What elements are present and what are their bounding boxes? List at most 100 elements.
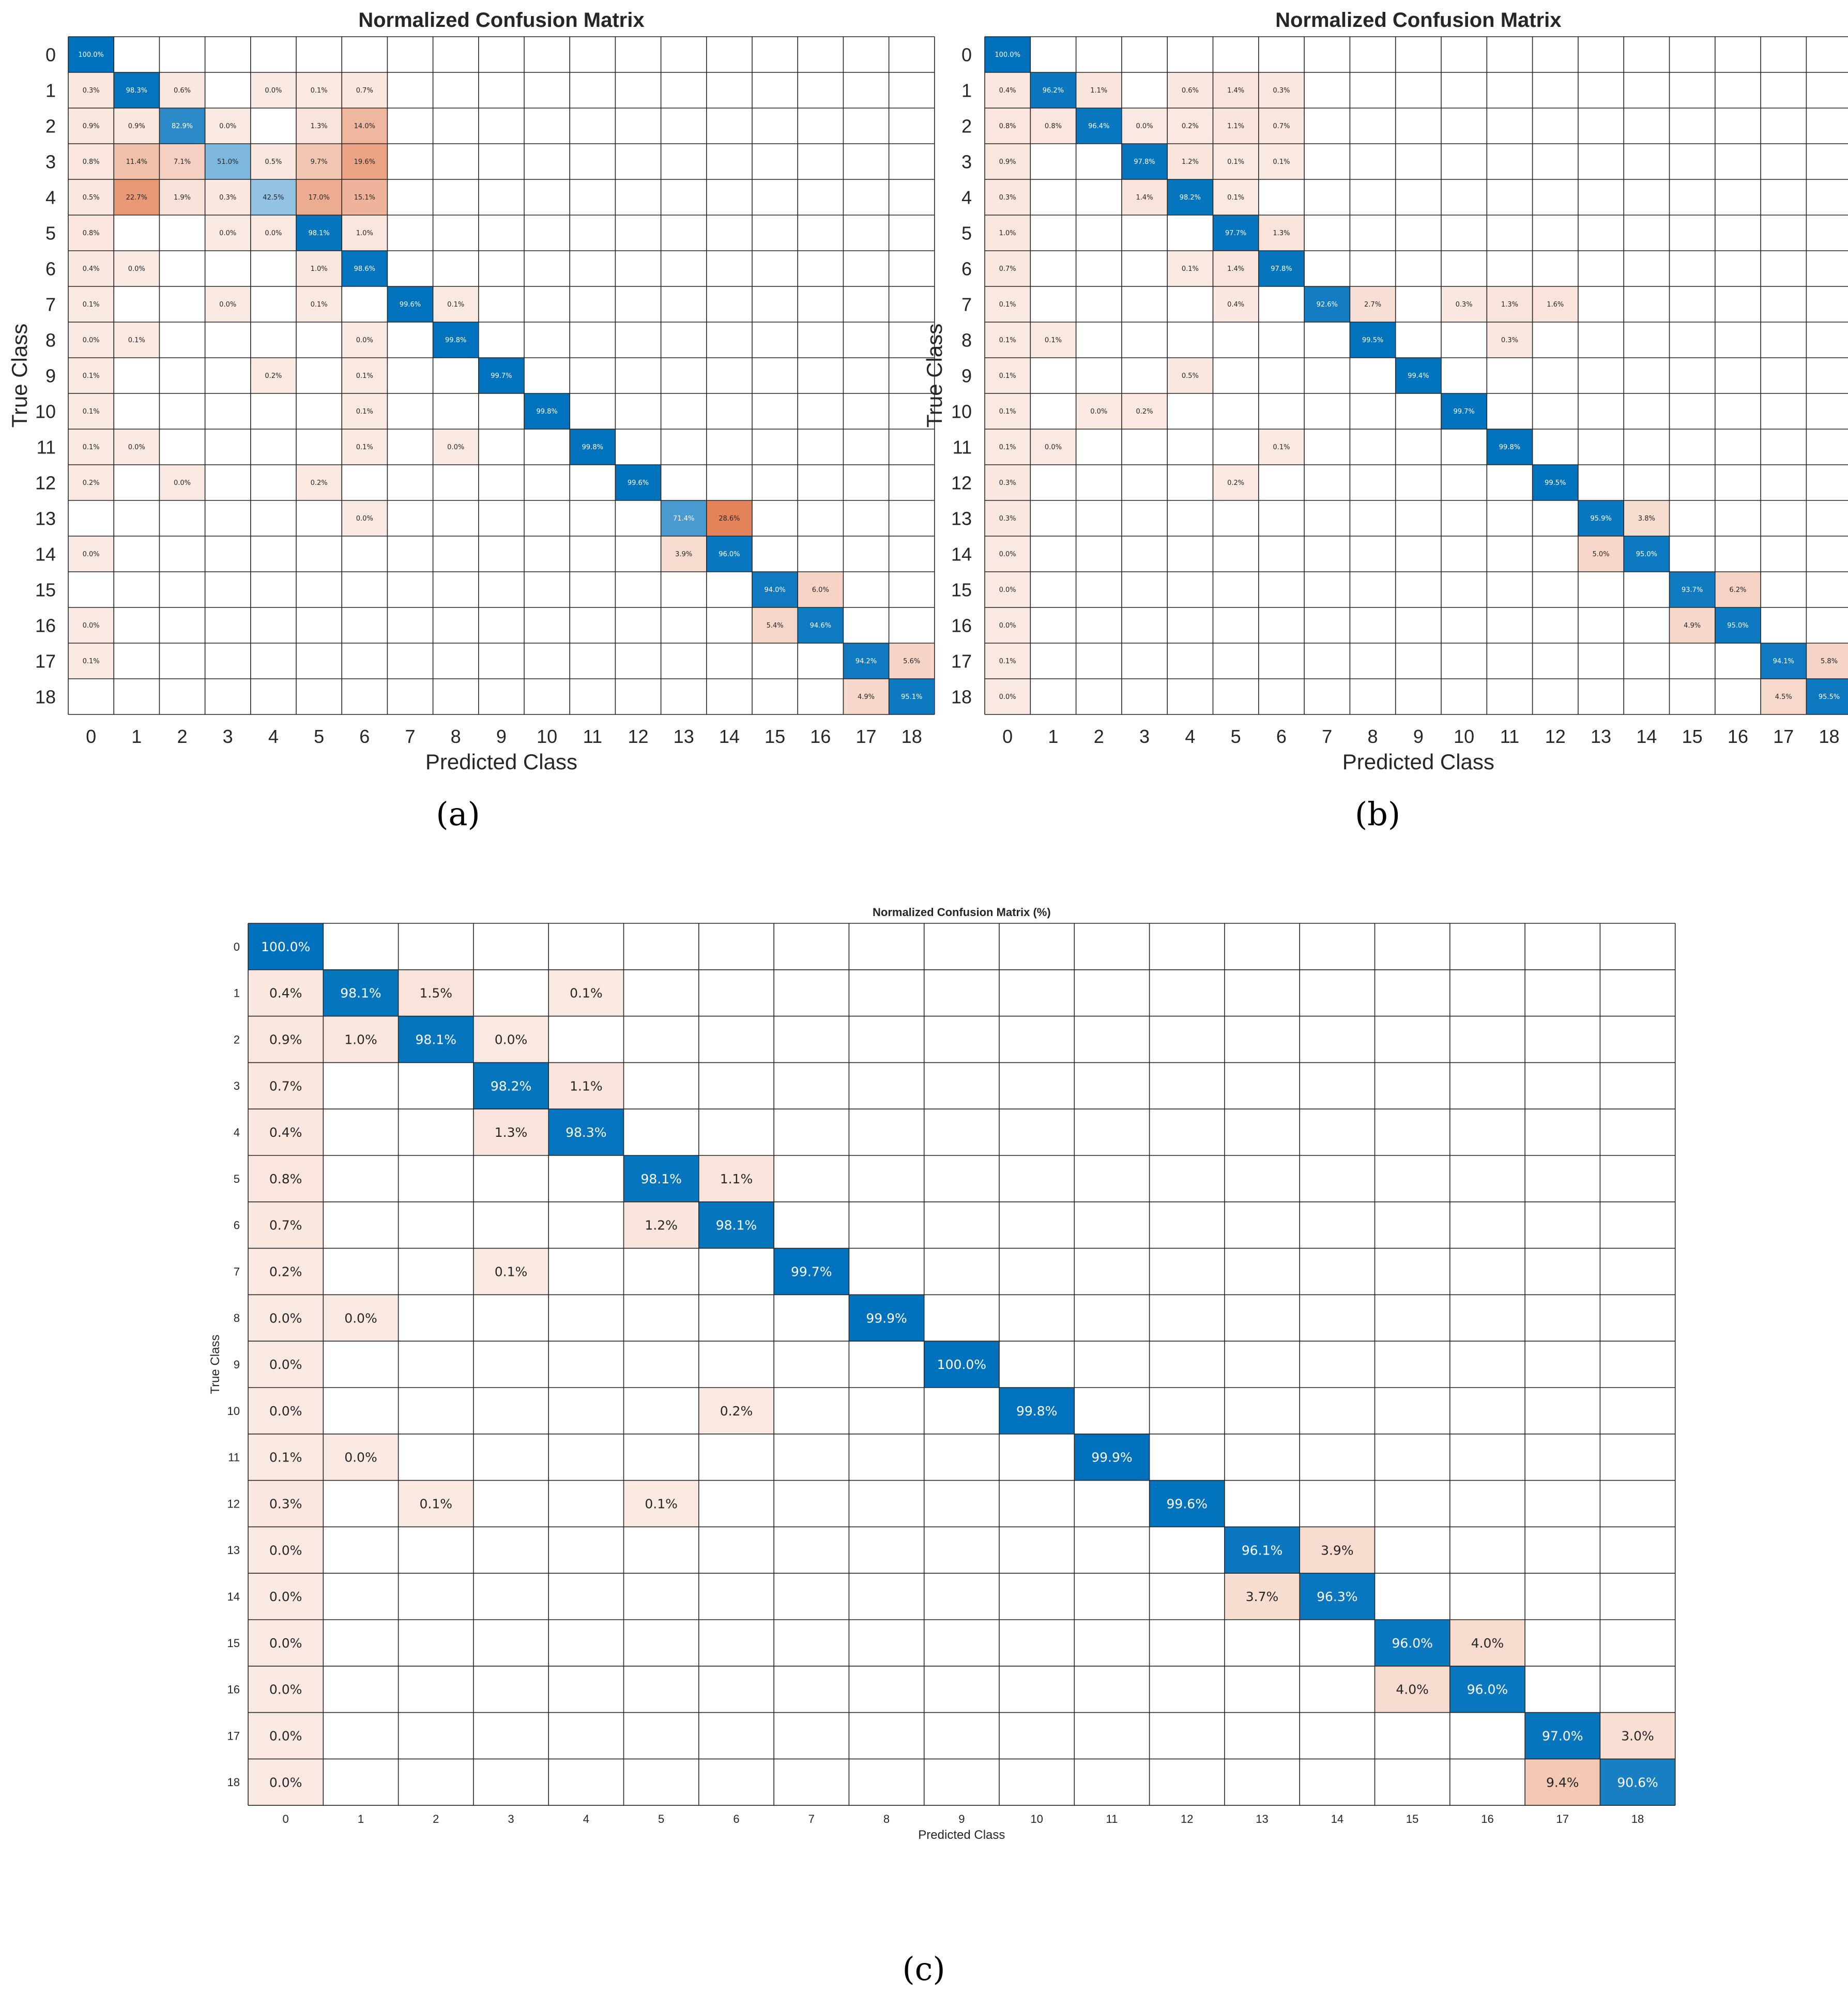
- cell-value-label: 0.1%: [1227, 194, 1244, 202]
- matrix-cell-14-14: [706, 536, 752, 572]
- y-tick-label: 3: [45, 151, 56, 172]
- cell-value-label: 0.3%: [1501, 337, 1518, 344]
- matrix-cell-11-0: [985, 429, 1031, 465]
- x-tick-label: 1: [1048, 726, 1058, 747]
- cell-value-label: 4.0%: [1471, 1636, 1504, 1651]
- matrix-cell-5-0: [248, 1155, 324, 1202]
- matrix-cell-13-14: [1300, 1527, 1375, 1574]
- x-tick-label: 7: [808, 1813, 815, 1825]
- y-tick-label: 11: [37, 436, 56, 458]
- y-tick-label: 2: [961, 115, 972, 136]
- tick-labels: 0011223344556677889910101111121213131414…: [951, 44, 1840, 747]
- matrix-cell-13-14: [706, 500, 752, 536]
- cell-value-label: 0.1%: [447, 301, 464, 309]
- cell-value-label: 14.0%: [354, 123, 375, 130]
- cell-value-label: 3.9%: [1321, 1543, 1354, 1558]
- matrix-cell-8-1: [1030, 322, 1076, 358]
- cell-value-label: 0.9%: [269, 1032, 302, 1047]
- matrix-cell-6-4: [1167, 251, 1213, 286]
- matrix-cell-12-12: [1149, 1480, 1225, 1527]
- matrix-cell-4-0: [985, 179, 1031, 215]
- y-tick-label: 15: [951, 579, 972, 600]
- cell-value-label: 0.1%: [128, 337, 145, 344]
- x-tick-label: 5: [1231, 726, 1241, 747]
- cell-value-label: 28.6%: [719, 515, 740, 523]
- cell-value-label: 1.3%: [1273, 230, 1290, 237]
- matrix-cell-5-6: [698, 1155, 774, 1202]
- cell-value-label: 100.0%: [995, 51, 1020, 59]
- y-tick-label: 10: [35, 401, 56, 422]
- matrix-cell-2-3: [473, 1016, 549, 1063]
- y-tick-label: 0: [961, 44, 972, 65]
- matrix-cell-7-12: [1532, 286, 1578, 322]
- y-tick-label: 13: [227, 1544, 240, 1557]
- y-tick-label: 0: [234, 940, 240, 953]
- matrix-cell-14-13: [1224, 1573, 1300, 1620]
- chart-title: Normalized Confusion Matrix (%): [873, 906, 1051, 919]
- cell-value-label: 0.0%: [999, 586, 1016, 594]
- cell-value-label: 4.0%: [1396, 1682, 1429, 1697]
- x-axis-label: Predicted Class: [918, 1828, 1005, 1842]
- cell-value-label: 0.1%: [645, 1497, 678, 1512]
- cell-value-label: 0.1%: [999, 408, 1016, 416]
- cell-value-label: 0.0%: [265, 230, 282, 237]
- y-tick-label: 8: [45, 329, 56, 351]
- x-tick-label: 2: [433, 1813, 439, 1825]
- matrix-cell-3-0: [985, 144, 1031, 179]
- matrix-cell-6-6: [342, 251, 388, 286]
- matrix-cell-10-3: [1121, 393, 1168, 429]
- cell-value-label: 1.3%: [1501, 301, 1518, 309]
- y-tick-label: 5: [45, 222, 56, 243]
- cell-value-label: 17.0%: [308, 194, 329, 202]
- x-tick-label: 7: [1322, 726, 1332, 747]
- matrix-cell-10-10: [524, 393, 570, 429]
- matrix-cell-1-1: [114, 72, 160, 108]
- cell-value-label: 98.3%: [566, 1125, 606, 1140]
- matrix-cell-1-0: [68, 72, 114, 108]
- matrix-cell-9-9: [1395, 358, 1441, 393]
- y-tick-label: 7: [234, 1265, 240, 1278]
- cell-value-label: 90.6%: [1617, 1775, 1658, 1790]
- cell-value-label: 100.0%: [261, 939, 310, 954]
- matrix-cell-9-9: [924, 1341, 999, 1388]
- matrix-cell-15-15: [1374, 1620, 1450, 1666]
- x-tick-label: 14: [719, 726, 740, 747]
- y-tick-label: 11: [228, 1451, 240, 1464]
- cell-value-label: 0.0%: [269, 1775, 302, 1790]
- matrix-cell-16-0: [985, 607, 1031, 643]
- cell-value-label: 0.3%: [1456, 301, 1473, 309]
- panel-caption: (c): [902, 1950, 945, 1988]
- y-tick-label: 18: [951, 686, 972, 707]
- cell-value-label: 95.5%: [1819, 693, 1840, 701]
- matrix-cell-10-10: [1441, 393, 1487, 429]
- matrix-cell-12-2: [159, 465, 205, 500]
- matrix-cell-11-11: [1487, 429, 1533, 465]
- matrix-cells: 100.0% 0.4% 96.2% 1.1% 0.6% 1.4% 0.3% 0.8% 0.8% 9…: [985, 37, 1848, 714]
- cell-value-label: 0.2%: [83, 479, 100, 487]
- matrix-cell-2-3: [205, 108, 251, 144]
- matrix-cell-6-6: [698, 1201, 774, 1248]
- matrix-cell-2-3: [1121, 108, 1168, 144]
- cell-value-label: 99.7%: [1453, 408, 1474, 416]
- matrix-cell-0-0: [248, 923, 324, 970]
- cell-value-label: 0.0%: [269, 1543, 302, 1558]
- cell-value-label: 0.3%: [219, 194, 236, 202]
- cell-value-label: 95.0%: [1636, 551, 1657, 558]
- cell-value-label: 98.1%: [416, 1032, 456, 1047]
- matrix-cell-11-6: [342, 429, 388, 465]
- matrix-cell-12-0: [68, 465, 114, 500]
- matrix-cell-2-0: [985, 108, 1031, 144]
- matrix-cell-7-3: [473, 1248, 549, 1295]
- x-tick-label: 13: [674, 726, 694, 747]
- matrix-cell-1-6: [1258, 72, 1305, 108]
- matrix-cell-1-5: [296, 72, 342, 108]
- x-tick-label: 15: [765, 726, 785, 747]
- cell-value-label: 7.1%: [174, 158, 191, 166]
- cell-value-label: 0.0%: [219, 301, 236, 309]
- cell-value-label: 9.4%: [1546, 1775, 1579, 1790]
- matrix-cell-8-11: [1487, 322, 1533, 358]
- cell-value-label: 0.1%: [999, 658, 1016, 665]
- matrix-cell-5-6: [1258, 215, 1305, 251]
- matrix-cell-18-17: [1761, 679, 1807, 714]
- matrix-cell-2-6: [342, 108, 388, 144]
